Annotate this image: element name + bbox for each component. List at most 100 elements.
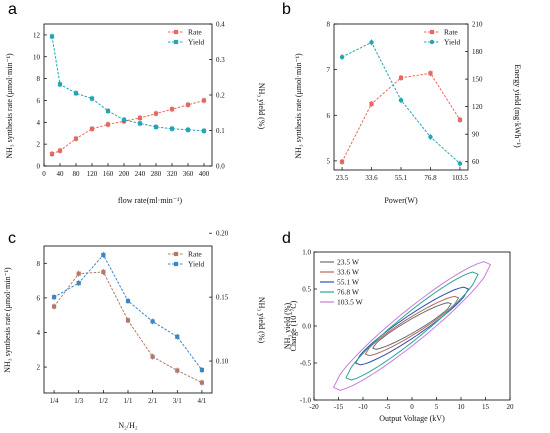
legend-marker <box>429 39 435 45</box>
y-tick-label: 6 <box>37 97 41 105</box>
data-point <box>185 102 191 107</box>
panel-a: a 0 40 80 120 160 200 240 280 320 360 400 0 2 4 6 8 10 12 0… <box>5 1 266 205</box>
y-tick-label: 2 <box>37 141 41 149</box>
legend-marker <box>173 251 179 257</box>
x-tick-label: 320 <box>167 170 178 178</box>
x-tick-label: 3/1 <box>173 397 182 405</box>
x-tick-label: -10 <box>358 403 368 411</box>
series-rate <box>339 70 463 165</box>
x-tick-label: 10 <box>458 403 466 411</box>
y2-tick-label: 0.0 <box>216 163 225 171</box>
loop-103-5-w <box>332 261 492 391</box>
x-tick-label: 5 <box>435 403 439 411</box>
legend-label: Rate <box>188 250 202 259</box>
legend-marker <box>173 261 179 267</box>
data-point <box>57 82 63 87</box>
y-axis-label: NH₃ synthesis rate (μmol·min⁻¹) <box>294 53 303 159</box>
panel-b: b 23.5 33.6 55.1 76.8 103.5 5 6 7 8 60 90 120 150 180 2… <box>282 1 522 205</box>
x-tick-label: 280 <box>151 170 162 178</box>
data-point <box>137 121 143 126</box>
legend-label: Rate <box>444 28 458 37</box>
data-point <box>169 107 175 112</box>
data-point <box>428 134 433 140</box>
series-line <box>341 72 461 163</box>
data-point <box>150 354 155 359</box>
legend-label: Yield <box>188 260 204 269</box>
x-tick-label: 23.5 <box>336 174 349 182</box>
data-point <box>153 124 159 130</box>
data-point <box>105 122 111 127</box>
x-tick-label: -20 <box>309 403 319 411</box>
y-tick-label: 5 <box>327 157 331 165</box>
data-point <box>73 136 79 141</box>
y2-tick-label: 180 <box>472 48 483 56</box>
x-axis-label: Output Voltage (kV) <box>379 414 445 423</box>
x-tick-label: 360 <box>183 170 194 178</box>
loop-33-6-w <box>364 295 460 357</box>
data-point <box>153 111 159 116</box>
data-point <box>76 280 81 286</box>
y2-tick-label: 0.20 <box>216 230 229 238</box>
y-tick-label: -1.0 <box>300 397 312 405</box>
data-point <box>137 115 143 121</box>
x-tick-label: 80 <box>73 170 81 178</box>
panel-letter: a <box>8 1 17 18</box>
data-point <box>169 126 175 131</box>
y-tick-label: 2 <box>37 364 41 372</box>
legend-marker <box>173 39 179 45</box>
data-point <box>428 71 433 76</box>
y2-axis-label: Energy yield (mg·kWh⁻¹) <box>513 64 522 148</box>
y-tick-label: -0.5 <box>300 360 312 368</box>
plot-frame <box>43 23 213 167</box>
x-tick-label: 15 <box>482 403 490 411</box>
overlay-axis-label: NH₃ yield (%) <box>283 303 292 350</box>
legend-label: 76.8 W <box>337 288 360 297</box>
data-point <box>398 98 404 103</box>
x-tick-label: 76.8 <box>424 174 437 182</box>
legend-label: Yield <box>188 38 204 47</box>
y-axis-label: NH₃ synthesis rate (μmol·min⁻¹) <box>3 267 12 373</box>
data-point <box>51 304 57 309</box>
x-tick-label: 103.5 <box>452 174 468 182</box>
x-tick-label: 0 <box>410 403 414 411</box>
data-point <box>201 128 207 133</box>
series-rate <box>49 97 207 157</box>
x-tick-label: 55.1 <box>395 174 408 182</box>
legend-label: 33.6 W <box>337 268 360 277</box>
y-axis-label: NH₃ synthesis rate (μmol·min⁻¹) <box>5 53 14 159</box>
data-point <box>339 54 345 60</box>
series-yield <box>51 251 205 373</box>
y2-tick-label: 0.15 <box>216 294 229 302</box>
data-point <box>199 380 205 385</box>
loop-23-5-w <box>372 302 452 350</box>
series-line <box>53 271 203 384</box>
x-tick-label: 160 <box>103 170 114 178</box>
panel-c: c 1/4 1/3 1/2 1/1 2/1 3/1 4/1 2 4 6 8 0.10 0.15 0.20 N₂… <box>3 230 266 430</box>
data-point <box>369 40 374 45</box>
series-rate <box>51 268 205 386</box>
data-point <box>369 101 374 106</box>
loop-76-8-w <box>345 271 479 381</box>
panel-letter: b <box>282 1 291 18</box>
y-tick-label: 8 <box>37 260 41 268</box>
y-tick-label: 0.5 <box>302 286 311 294</box>
legend-label: Yield <box>444 38 460 47</box>
x-tick-label: 200 <box>119 170 130 178</box>
series-yield <box>49 33 207 134</box>
data-point <box>457 161 463 166</box>
data-point <box>175 334 180 339</box>
data-point <box>105 108 111 114</box>
panel-letter: d <box>282 230 291 247</box>
y-tick-label: 1.0 <box>302 249 311 257</box>
data-point <box>457 117 463 122</box>
y2-tick-label: 0.2 <box>216 92 225 100</box>
series-line <box>53 254 203 371</box>
x-tick-label: 2/1 <box>148 397 157 405</box>
panel-d: d -20 -15 -10 -5 0 5 10 15 20 -1.0 -0.5 0.0 0.5 1.0 Out… <box>282 230 514 423</box>
data-point <box>49 151 55 157</box>
x-tick-label: -15 <box>334 403 344 411</box>
x-tick-label: -5 <box>385 403 391 411</box>
